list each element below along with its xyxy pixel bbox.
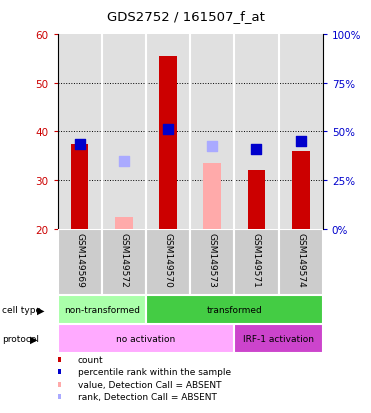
Text: GSM149574: GSM149574 — [296, 233, 305, 287]
Bar — [234, 229, 279, 295]
Bar — [146, 35, 190, 229]
Text: GSM149569: GSM149569 — [75, 233, 84, 287]
Bar — [58, 324, 234, 353]
Bar — [71, 144, 88, 229]
Bar — [146, 229, 190, 295]
Text: ▶: ▶ — [30, 334, 38, 344]
Text: GSM149573: GSM149573 — [208, 233, 217, 287]
Text: protocol: protocol — [2, 334, 39, 343]
Bar — [247, 171, 265, 229]
Text: no activation: no activation — [116, 334, 175, 343]
Text: cell type: cell type — [2, 305, 41, 314]
Bar — [279, 229, 323, 295]
Bar — [58, 295, 146, 324]
Bar — [234, 35, 279, 229]
Text: percentile rank within the sample: percentile rank within the sample — [78, 367, 231, 376]
Bar — [115, 217, 133, 229]
Bar — [102, 35, 146, 229]
Point — [121, 158, 127, 164]
Point — [298, 138, 303, 145]
Text: non-transformed: non-transformed — [64, 305, 140, 314]
Text: IRF-1 activation: IRF-1 activation — [243, 334, 314, 343]
Text: GSM149572: GSM149572 — [119, 233, 128, 287]
Text: GSM149570: GSM149570 — [164, 233, 173, 287]
Text: GDS2752 / 161507_f_at: GDS2752 / 161507_f_at — [106, 10, 265, 23]
Bar — [102, 229, 146, 295]
Point — [209, 143, 215, 150]
Text: ▶: ▶ — [37, 305, 45, 315]
Bar — [58, 229, 102, 295]
Bar — [190, 229, 234, 295]
Point — [253, 146, 259, 152]
Bar — [159, 57, 177, 229]
Bar — [234, 324, 323, 353]
Bar — [203, 164, 221, 229]
Bar — [279, 35, 323, 229]
Text: rank, Detection Call = ABSENT: rank, Detection Call = ABSENT — [78, 392, 217, 401]
Text: value, Detection Call = ABSENT: value, Detection Call = ABSENT — [78, 380, 221, 389]
Bar — [58, 35, 102, 229]
Bar — [146, 295, 323, 324]
Point — [165, 126, 171, 133]
Bar — [190, 35, 234, 229]
Text: count: count — [78, 355, 104, 364]
Point — [77, 141, 83, 147]
Text: transformed: transformed — [207, 305, 262, 314]
Bar — [292, 152, 309, 229]
Text: GSM149571: GSM149571 — [252, 233, 261, 287]
